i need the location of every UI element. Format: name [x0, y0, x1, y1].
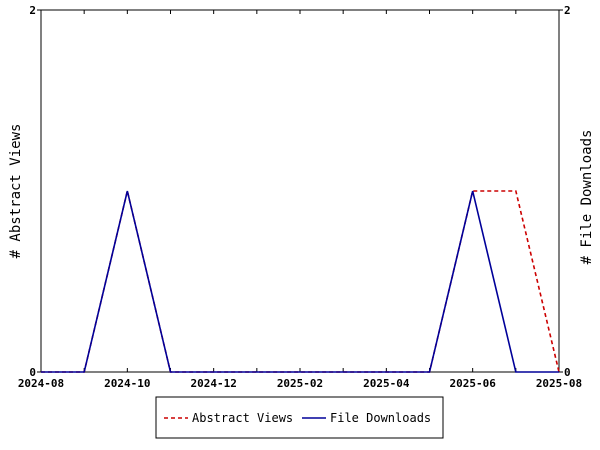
x-tick-label-2025-02: 2025-02	[277, 377, 323, 390]
y-tick-label-0: 0	[29, 366, 36, 379]
x-tick-label-2024-12: 2024-12	[190, 377, 236, 390]
x-tick-label-2024-10: 2024-10	[104, 377, 150, 390]
y2-tick-label-0: 0	[564, 366, 571, 379]
x-tick-label-2025-04: 2025-04	[363, 377, 410, 390]
y-axis-ticks: 0 2 0 2	[29, 4, 570, 379]
x-tick-label-2024-08: 2024-08	[18, 377, 64, 390]
y-tick-label-2: 2	[29, 4, 36, 17]
y-axis-title: # Abstract Views	[8, 124, 24, 259]
y2-tick-label-2: 2	[564, 4, 571, 17]
series-layer	[41, 190, 560, 373]
x-tick-label-2025-06: 2025-06	[449, 377, 496, 390]
legend: Abstract Views File Downloads	[155, 396, 444, 439]
legend-label-file-downloads: File Downloads	[330, 411, 431, 425]
x-tick-label-2025-08: 2025-08	[536, 377, 582, 390]
y2-axis-title: # File Downloads	[579, 130, 595, 265]
legend-label-abstract-views: Abstract Views	[192, 411, 293, 425]
legend-box	[155, 396, 444, 439]
series-line-file-downloads	[41, 190, 559, 373]
